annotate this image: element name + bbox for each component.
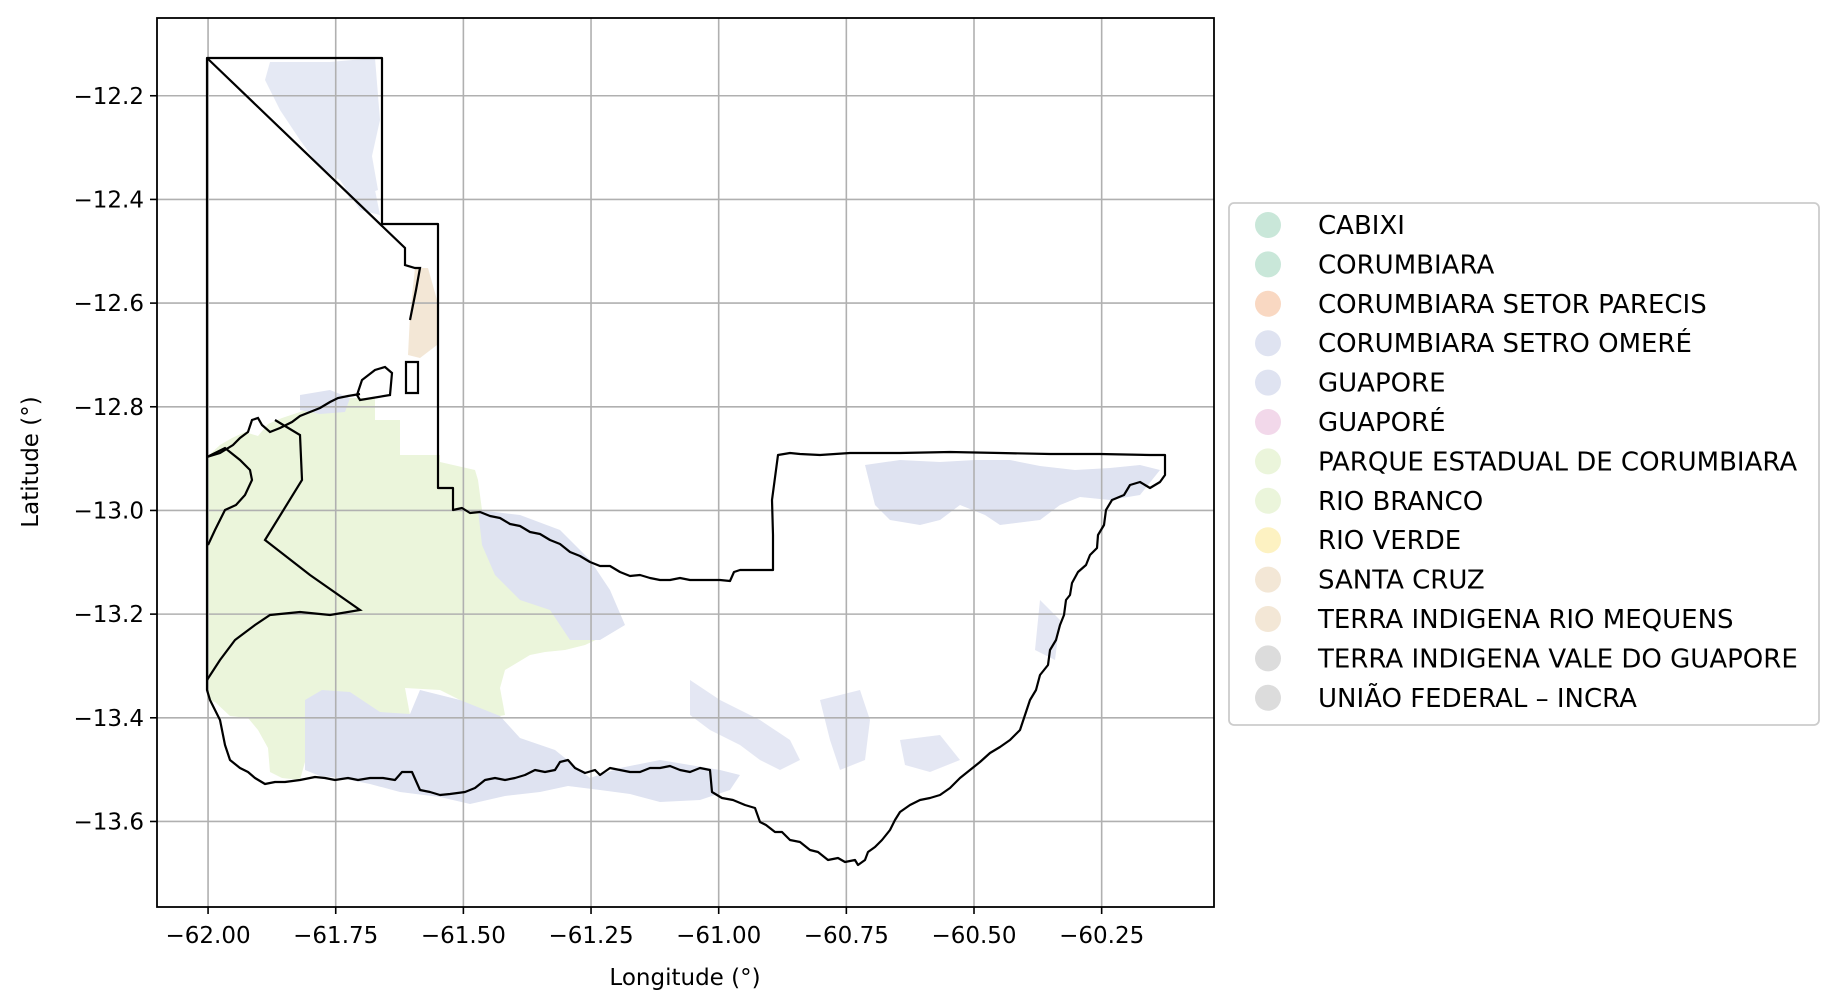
y-axis-ticks: −12.2 −12.4 −12.6 −12.8 −13.0 −13.2 −13.4 −13.6 (74, 84, 157, 836)
region-guapore-patches-mid (690, 600, 1060, 772)
legend-marker (1255, 685, 1281, 711)
legend-label: GUAPORE (1318, 369, 1446, 399)
x-tick-label: −60.75 (804, 923, 889, 949)
region-guapore-north (265, 58, 380, 215)
legend-marker (1255, 567, 1281, 593)
legend-marker (1255, 448, 1281, 474)
y-tick-label: −12.2 (74, 84, 144, 110)
map-plot-area: −62.00 −61.75 −61.50 −61.25 −61.00 −60.75 −60.… (74, 18, 1214, 949)
x-tick-label: −62.00 (166, 923, 251, 949)
x-tick-label: −61.25 (548, 923, 633, 949)
legend-marker (1255, 251, 1281, 277)
x-axis-label: Longitude (°) (609, 965, 760, 991)
legend-label: CORUMBIARA SETOR PARECIS (1318, 290, 1707, 320)
x-tick-label: −60.50 (931, 923, 1016, 949)
map-regions (207, 58, 1160, 804)
region-corumbiara-setro-omere (300, 390, 350, 414)
x-tick-label: −60.25 (1059, 923, 1144, 949)
legend-marker (1255, 330, 1281, 356)
region-guapore-south (305, 690, 740, 804)
legend-marker (1255, 606, 1281, 632)
y-axis-label: Latitude (°) (18, 396, 44, 527)
legend-label: UNIÃO FEDERAL – INCRA (1318, 682, 1637, 714)
x-tick-label: −61.75 (293, 923, 378, 949)
legend-marker (1255, 488, 1281, 514)
legend-marker (1255, 370, 1281, 396)
legend-marker (1255, 212, 1281, 238)
legend-marker (1255, 409, 1281, 435)
y-tick-label: −12.4 (74, 187, 144, 213)
y-tick-label: −13.2 (74, 602, 144, 628)
x-axis-ticks: −62.00 −61.75 −61.50 −61.25 −61.00 −60.75 −60.… (166, 907, 1145, 949)
legend-label: SANTA CRUZ (1318, 566, 1485, 596)
legend-label: CORUMBIARA (1318, 250, 1494, 280)
legend-label: CABIXI (1318, 211, 1405, 241)
y-tick-label: −12.6 (74, 291, 144, 317)
legend-label: TERRA INDIGENA RIO MEQUENS (1317, 605, 1734, 635)
boundary-inner-line (357, 367, 392, 400)
legend-marker (1255, 645, 1281, 671)
boundary-small-parcel (406, 362, 418, 393)
map-legend: CABIXI CORUMBIARA CORUMBIARA SETOR PARECIS… (1229, 203, 1819, 725)
legend-label: PARQUE ESTADUAL DE CORUMBIARA (1318, 447, 1797, 477)
x-tick-label: −61.50 (421, 923, 506, 949)
y-tick-label: −13.4 (74, 706, 144, 732)
y-tick-label: −13.0 (74, 498, 144, 524)
legend-label: RIO VERDE (1318, 526, 1461, 556)
legend-label: GUAPORÉ (1318, 406, 1446, 438)
y-tick-label: −13.6 (74, 809, 144, 835)
region-guapore-east (865, 460, 1160, 525)
legend-label: TERRA INDIGENA VALE DO GUAPORE (1317, 644, 1798, 674)
legend-label: RIO BRANCO (1318, 487, 1483, 517)
legend-label: CORUMBIARA SETRO OMERÉ (1318, 327, 1692, 359)
legend-marker (1255, 291, 1281, 317)
y-tick-label: −12.8 (74, 395, 144, 421)
x-tick-label: −61.00 (676, 923, 761, 949)
legend-marker (1255, 527, 1281, 553)
